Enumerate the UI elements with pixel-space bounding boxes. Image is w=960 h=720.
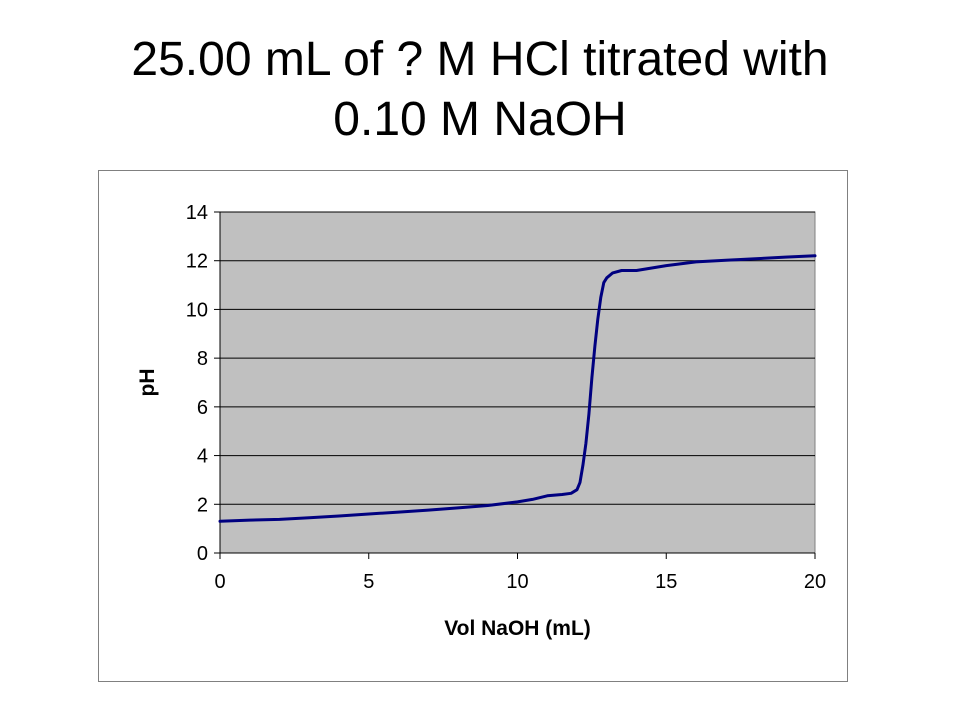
x-axis-ticks: 0 5 10 15 20 — [214, 552, 826, 593]
y-tick-label: 12 — [186, 251, 208, 273]
x-tick-label: 5 — [363, 571, 374, 593]
titration-chart: 0 2 4 6 8 10 12 14 0 5 10 15 20 pH Vol NaOH (mL) — [136, 202, 826, 640]
chart-frame: 0 2 4 6 8 10 12 14 0 5 10 15 20 pH Vol NaOH (mL) — [98, 170, 848, 682]
y-axis-title: pH — [136, 369, 159, 397]
y-tick-label: 4 — [197, 446, 208, 468]
y-tick-label: 2 — [197, 494, 208, 516]
slide-title: 25.00 mL of ? M HCl titrated with 0.10 M… — [0, 30, 960, 150]
y-tick-label: 6 — [197, 397, 208, 419]
plot-area — [219, 211, 816, 554]
y-tick-label: 10 — [186, 299, 208, 321]
x-tick-label: 10 — [506, 571, 528, 593]
series-line-ph-curve — [218, 254, 817, 523]
x-axis-title: Vol NaOH (mL) — [444, 617, 591, 640]
x-tick-label: 20 — [804, 571, 826, 593]
slide-title-line-1: 25.00 mL of ? M HCl titrated with — [131, 33, 829, 86]
y-axis-ticks: 0 2 4 6 8 10 12 14 — [186, 202, 221, 565]
y-tick-label: 14 — [186, 202, 208, 224]
slide-title-line-2: 0.10 M NaOH — [333, 93, 627, 146]
y-tick-label: 0 — [197, 543, 208, 565]
x-tick-label: 15 — [655, 571, 677, 593]
y-tick-label: 8 — [197, 348, 208, 370]
x-tick-label: 0 — [214, 571, 225, 593]
